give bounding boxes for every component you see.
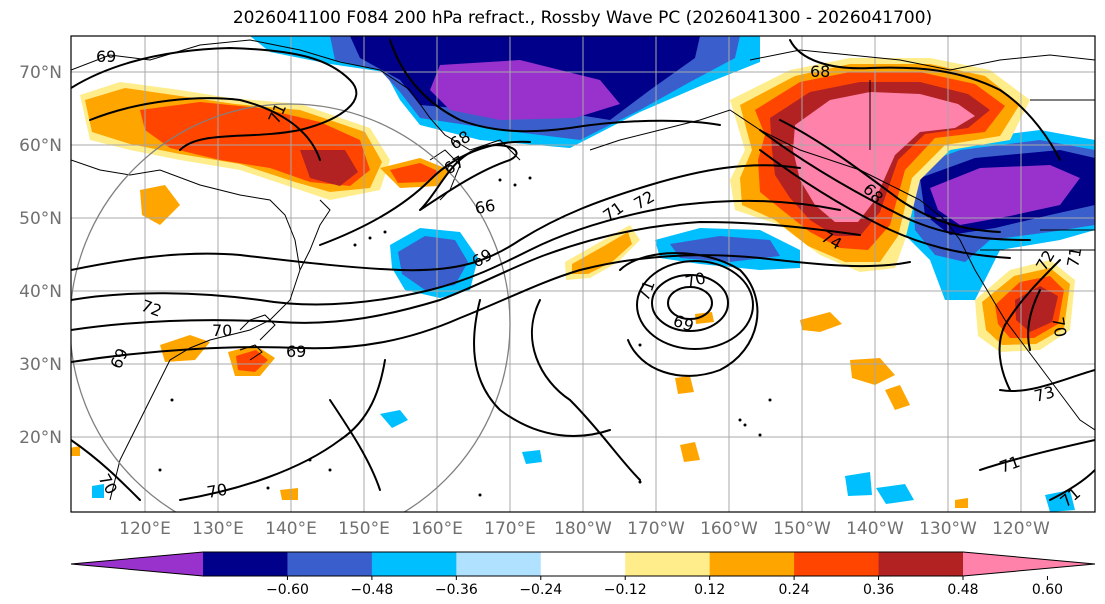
- contour-label: 70: [683, 268, 708, 292]
- shade-okhotsk-red: [390, 163, 440, 183]
- lon-label: 120°E: [119, 519, 171, 539]
- shade-small-cyan-5: [1045, 490, 1075, 512]
- refractive-index-contours: [71, 39, 1095, 501]
- colorbar-tick-label: −0.60: [266, 582, 309, 598]
- range-circle: [71, 103, 511, 512]
- lon-label: 140°E: [265, 519, 317, 539]
- map-title: 2026041100 F084 200 hPa refract., Rossby…: [232, 8, 933, 28]
- shade-hawaii-orange-2: [885, 385, 910, 410]
- lon-label: 140°W: [846, 519, 904, 539]
- lon-label: 160°E: [411, 519, 463, 539]
- lon-label: 170°E: [484, 519, 536, 539]
- lon-label: 130°E: [192, 519, 244, 539]
- contour-label: 73: [1032, 382, 1057, 406]
- colorbar-segment: [540, 552, 626, 576]
- colorbar-segment: [878, 552, 964, 576]
- shade-west-small-orange: [140, 185, 180, 225]
- lon-label: 130°W: [919, 519, 977, 539]
- colorbar-tick-label: 0.36: [863, 582, 894, 598]
- lon-label: 150°W: [773, 519, 831, 539]
- lat-label: 30°N: [19, 355, 62, 375]
- colorbar-tick-label: 0.12: [694, 582, 725, 598]
- colorbar-segment: [709, 552, 795, 576]
- plot-frame: [70, 35, 1096, 513]
- lon-label: 170°W: [627, 519, 685, 539]
- shade-small-orange-7: [955, 498, 968, 508]
- lon-label: 150°E: [338, 519, 390, 539]
- colorbar-segment: [456, 552, 542, 576]
- lat-label: 60°N: [19, 136, 62, 156]
- longitude-labels: 120°E 130°E 140°E 150°E 160°E 170°E 180°…: [119, 519, 1050, 539]
- graticule: [71, 36, 1095, 512]
- shade-japan-red: [236, 350, 268, 372]
- lat-label: 50°N: [19, 209, 62, 229]
- shade-small-cyan-2: [522, 450, 542, 464]
- colorbar-segment: [287, 552, 373, 576]
- shade-dateline-orange: [572, 232, 632, 274]
- shade-mid-orange-1: [800, 312, 842, 332]
- lat-label: 40°N: [19, 282, 62, 302]
- shade-hawaii-orange-1: [850, 358, 895, 385]
- shade-mid-orange-2: [675, 376, 694, 394]
- shade-north-pacific-purple: [430, 60, 620, 120]
- shade-small-cyan-1: [380, 410, 408, 428]
- colorbar-extend-low: [71, 552, 203, 576]
- islands: [158, 176, 772, 497]
- shade-ne-pacific-purple: [930, 165, 1080, 225]
- colorbar-segment: [203, 552, 288, 576]
- colorbar-extend-high: [963, 552, 1095, 576]
- colorbar-segment: [371, 552, 457, 576]
- latitude-labels: 70°N 60°N 50°N 40°N 30°N 20°N: [19, 63, 62, 448]
- contour-label: 68: [810, 62, 830, 81]
- lon-label: 160°W: [700, 519, 758, 539]
- contour-label: 70: [1048, 315, 1070, 338]
- shade-small-orange-6: [695, 312, 714, 324]
- negative-anomaly-shading: [92, 36, 1095, 512]
- colorbar-segment: [794, 552, 880, 576]
- shade-small-orange-4: [280, 488, 298, 500]
- contour-label: 71: [1063, 245, 1085, 268]
- contour-label: 69: [96, 47, 116, 66]
- colorbar-tick-label: 0.60: [1032, 582, 1063, 598]
- colorbar-tick-label: 0.24: [779, 582, 810, 598]
- contour-label: 69: [286, 342, 306, 361]
- shade-small-cyan-6: [92, 484, 104, 498]
- lat-label: 20°N: [19, 428, 62, 448]
- contour-label: 70: [212, 321, 232, 340]
- colorbar: −0.60 −0.48 −0.36 −0.24 −0.12 0.12 0.24 0.36 0.4…: [70, 551, 1096, 598]
- shade-kamchatka-blue: [398, 236, 468, 290]
- lon-label: 120°W: [992, 519, 1050, 539]
- shade-mid-orange-3: [680, 442, 700, 462]
- coastlines: [71, 39, 1095, 501]
- colorbar-tick-label: 0.48: [947, 582, 978, 598]
- contour-label: 66: [473, 196, 496, 218]
- colorbar-outline: [70, 551, 1096, 577]
- lon-label: 180°W: [554, 519, 612, 539]
- shade-small-cyan-3: [845, 472, 872, 496]
- colorbar-tick-label: −0.12: [604, 582, 647, 598]
- colorbar-tick-label: −0.24: [519, 582, 562, 598]
- shade-small-cyan-4: [876, 484, 914, 504]
- lat-label: 70°N: [19, 63, 62, 83]
- colorbar-tick-label: −0.48: [350, 582, 393, 598]
- contour-label: 70: [205, 480, 228, 502]
- shade-small-orange-5: [71, 446, 80, 456]
- shade-siberia-darkred: [300, 150, 358, 186]
- shade-gulf-alaska-pink: [793, 92, 975, 222]
- colorbar-segment: [625, 552, 711, 576]
- colorbar-tick-label: −0.36: [435, 582, 478, 598]
